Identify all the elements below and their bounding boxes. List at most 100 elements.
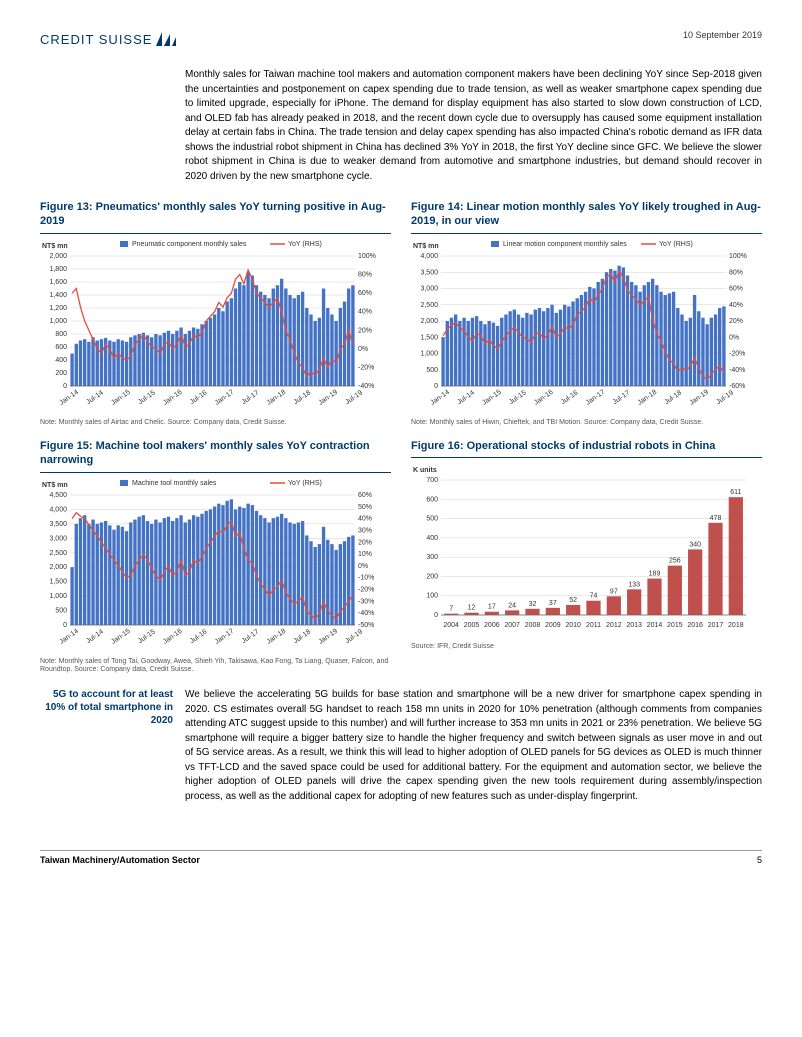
chart-title: Figure 16: Operational stocks of industr… [411, 439, 762, 458]
svg-text:-60%: -60% [729, 383, 745, 390]
svg-text:20%: 20% [358, 327, 372, 334]
svg-text:20%: 20% [358, 539, 372, 546]
svg-text:Jul-15: Jul-15 [137, 389, 157, 406]
svg-text:Jan-16: Jan-16 [533, 388, 555, 406]
chart-title: Figure 14: Linear motion monthly sales Y… [411, 200, 762, 234]
svg-text:Jan-14: Jan-14 [429, 388, 451, 406]
svg-text:NT$ mn: NT$ mn [413, 243, 439, 250]
intro-paragraph: Monthly sales for Taiwan machine tool ma… [185, 68, 762, 184]
svg-text:12: 12 [468, 605, 476, 612]
svg-text:478: 478 [710, 515, 722, 522]
svg-text:1,500: 1,500 [49, 578, 67, 585]
svg-text:20%: 20% [729, 318, 743, 325]
svg-text:60%: 60% [358, 290, 372, 297]
svg-text:Jul-17: Jul-17 [241, 389, 261, 406]
svg-text:1,200: 1,200 [49, 305, 67, 312]
body-paragraph-2: We believe the accelerating 5G builds fo… [185, 688, 762, 804]
svg-text:Jul-19: Jul-19 [344, 389, 364, 406]
svg-text:2006: 2006 [484, 622, 500, 629]
svg-text:Machine tool monthly sales: Machine tool monthly sales [132, 480, 217, 487]
svg-text:-30%: -30% [358, 598, 374, 605]
credit-suisse-logo: CREDIT SUISSE [40, 30, 178, 48]
svg-text:Jul-14: Jul-14 [85, 628, 105, 645]
svg-text:500: 500 [55, 607, 67, 614]
svg-text:0: 0 [434, 612, 438, 619]
svg-text:500: 500 [426, 516, 438, 523]
svg-text:2,000: 2,000 [49, 564, 67, 571]
svg-text:3,500: 3,500 [49, 520, 67, 527]
svg-text:1,000: 1,000 [420, 350, 438, 357]
svg-text:97: 97 [610, 589, 618, 596]
svg-text:Jan-18: Jan-18 [266, 627, 288, 645]
svg-text:Jan-17: Jan-17 [214, 388, 236, 406]
svg-text:1,000: 1,000 [49, 593, 67, 600]
svg-text:Jul-16: Jul-16 [189, 628, 209, 645]
svg-text:2,500: 2,500 [49, 549, 67, 556]
svg-text:2,000: 2,000 [49, 253, 67, 260]
callout-text: 5G to account for at least 10% of total … [40, 688, 173, 820]
report-date: 10 September 2019 [683, 30, 762, 40]
svg-text:300: 300 [426, 554, 438, 561]
svg-text:Jan-17: Jan-17 [585, 388, 607, 406]
svg-text:600: 600 [426, 497, 438, 504]
svg-text:Jan-19: Jan-19 [317, 627, 339, 645]
svg-text:2015: 2015 [667, 622, 683, 629]
page-header: CREDIT SUISSE 10 September 2019 [40, 30, 762, 48]
svg-text:500: 500 [426, 366, 438, 373]
svg-text:3,000: 3,000 [420, 285, 438, 292]
svg-text:2010: 2010 [565, 622, 581, 629]
svg-text:0%: 0% [358, 345, 368, 352]
chart-title: Figure 15: Machine tool makers' monthly … [40, 439, 391, 473]
svg-text:Jul-17: Jul-17 [241, 628, 261, 645]
svg-text:24: 24 [508, 603, 516, 610]
svg-text:600: 600 [55, 344, 67, 351]
svg-text:Jul-18: Jul-18 [293, 628, 313, 645]
svg-text:Jan-16: Jan-16 [162, 627, 184, 645]
svg-text:Pneumatic component monthly sa: Pneumatic component monthly sales [132, 241, 247, 248]
svg-text:-20%: -20% [358, 586, 374, 593]
svg-text:611: 611 [730, 489, 741, 496]
svg-text:2004: 2004 [443, 622, 459, 629]
svg-text:1,400: 1,400 [49, 292, 67, 299]
logo-text: CREDIT SUISSE [40, 32, 152, 47]
chart-title: Figure 13: Pneumatics' monthly sales YoY… [40, 200, 391, 234]
svg-text:2,500: 2,500 [420, 301, 438, 308]
svg-text:Jan-15: Jan-15 [481, 388, 503, 406]
figure-14: Figure 14: Linear motion monthly sales Y… [411, 200, 762, 427]
page-footer: Taiwan Machinery/Automation Sector 5 [40, 850, 762, 865]
svg-text:0%: 0% [358, 562, 368, 569]
svg-text:1,800: 1,800 [49, 266, 67, 273]
svg-text:4,500: 4,500 [49, 492, 67, 499]
svg-text:80%: 80% [358, 271, 372, 278]
chart-note: Note: Monthly sales of Airtac and Chelic… [40, 419, 391, 427]
svg-text:200: 200 [426, 574, 438, 581]
chart-svg: K units010020030040050060070072004122005… [411, 460, 756, 635]
svg-text:NT$ mn: NT$ mn [42, 482, 68, 489]
svg-text:2013: 2013 [626, 622, 642, 629]
svg-text:Jul-15: Jul-15 [137, 628, 157, 645]
svg-text:40%: 40% [358, 515, 372, 522]
svg-text:3,500: 3,500 [420, 269, 438, 276]
svg-text:YoY (RHS): YoY (RHS) [288, 480, 322, 487]
svg-text:1,000: 1,000 [49, 318, 67, 325]
chart-note: Source: IFR, Credit Suisse [411, 643, 762, 651]
callout-row: 5G to account for at least 10% of total … [40, 688, 762, 820]
chart-svg: NT$ mnLinear motion component monthly sa… [411, 236, 756, 411]
svg-text:7: 7 [449, 606, 453, 613]
svg-text:100%: 100% [729, 253, 747, 260]
svg-text:Jul-14: Jul-14 [85, 389, 105, 406]
svg-text:2009: 2009 [545, 622, 561, 629]
svg-text:2012: 2012 [606, 622, 622, 629]
svg-text:2017: 2017 [708, 622, 724, 629]
svg-text:YoY (RHS): YoY (RHS) [659, 241, 693, 248]
svg-text:-10%: -10% [358, 574, 374, 581]
chart-svg: NT$ mn Machine tool monthly sales YoY (RHS… [40, 475, 385, 650]
svg-text:74: 74 [590, 593, 598, 600]
svg-text:800: 800 [55, 331, 67, 338]
svg-text:0: 0 [434, 383, 438, 390]
svg-text:256: 256 [669, 558, 681, 565]
svg-text:2014: 2014 [647, 622, 663, 629]
svg-text:0%: 0% [729, 334, 739, 341]
svg-text:Jul-17: Jul-17 [612, 389, 632, 406]
svg-text:-20%: -20% [729, 350, 745, 357]
